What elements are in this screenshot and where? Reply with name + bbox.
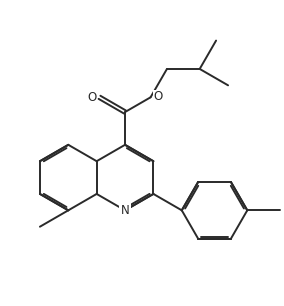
Text: O: O xyxy=(88,91,97,104)
Text: O: O xyxy=(153,90,162,103)
Text: N: N xyxy=(121,204,130,217)
